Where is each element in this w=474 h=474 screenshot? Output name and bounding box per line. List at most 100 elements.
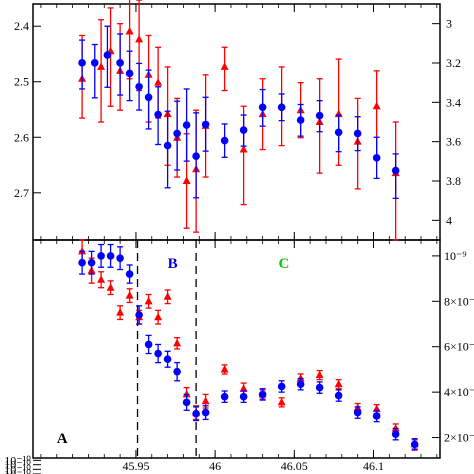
top-triangle-point [239,145,248,153]
top-left-tick-label: 2.6 [14,130,29,144]
bottom-triangle-point [106,283,115,291]
bottom-circle-point [353,408,362,417]
bottom-circle-point [391,430,400,438]
bottom-circle-point [220,392,229,401]
top-right-tick-label: 3.8 [446,174,461,188]
top-left-tick-label: 2.4 [14,19,29,33]
top-triangle-point [125,27,134,35]
top-left-tick-label: 2.5 [14,75,29,89]
x-tick-label: 45.95 [122,459,149,473]
top-circle-point [116,59,124,67]
top-circle-point [192,152,200,160]
top-circle-point [277,103,286,112]
bottom-triangle-point [391,423,400,432]
data-marks [78,0,419,451]
top-triangle-point [220,62,229,70]
x-tick-label: 46.1 [363,459,384,473]
top-circle-point [391,166,400,175]
bottom-circle-point [97,252,105,260]
bottom-circle-point [135,311,143,319]
top-right-tick-label: 3.4 [446,95,461,109]
bottom-triangle-point [154,312,163,321]
bottom-circle-point [78,258,86,267]
top-circle-point [258,103,267,112]
bottom-triangle-point [277,397,286,406]
bottom-triangle-point [315,370,324,379]
bottom-right-tick-label: 10⁻⁹ [444,249,467,263]
bottom-circle-point [258,390,267,399]
bottom-triangle-point [334,379,343,388]
top-circle-point [334,128,343,137]
bottom-circle-point [173,367,181,376]
bottom-circle-point [372,412,381,420]
top-circle-point [144,93,153,102]
top-left-tick-label: 2.7 [14,186,29,200]
bottom-panel-frame [32,239,441,459]
bottom-left-tick-label: 10⁻¹⁰ [4,467,31,474]
top-triangle-point [135,34,144,43]
top-circle-point [201,120,210,129]
top-circle-point [78,59,86,67]
top-circle-point [163,141,172,150]
top-circle-point [239,126,248,134]
region-label-b: B [168,256,178,272]
bottom-circle-point [154,349,162,358]
region-label-a: A [57,431,68,447]
bottom-circle-point [192,409,200,418]
panel-frames [32,3,441,459]
top-circle-point [315,111,324,120]
bottom-circle-point [106,252,115,260]
bottom-circle-point [87,258,96,267]
bottom-left-tick-label: 10⁻¹⁰ [4,458,31,472]
bottom-right-tick-label: 2×10⁻ [444,431,474,445]
bottom-right-tick-label: 4×10⁻ [444,385,474,399]
top-triangle-point [372,101,381,110]
top-right-tick-label: 3 [446,17,452,31]
bottom-left-tick-label: 10⁻¹⁰ [4,462,31,474]
x-tick-label: 46.05 [281,459,308,473]
bottom-triangle-point [220,364,229,373]
bottom-circle-point [334,391,343,400]
top-circle-point [135,82,143,91]
bottom-circle-point [125,270,134,278]
top-circle-point [372,154,381,162]
bottom-circle-point [163,355,172,364]
top-triangle-point [154,78,163,86]
bottom-triangle-point [125,291,134,299]
top-triangle-point [97,62,106,70]
bottom-circle-point [239,392,248,401]
bottom-left-tick-label: 10⁻¹⁰ [4,453,31,467]
top-circle-point [220,136,229,145]
x-tick-label: 46 [209,459,221,473]
top-triangle-point [182,176,191,184]
bottom-circle-point [296,380,305,388]
bottom-circle-point [144,340,153,349]
bottom-circle-point [116,254,124,262]
region-label-c: C [278,256,289,272]
bottom-triangle-point [173,338,182,347]
bottom-circle-point [201,408,210,417]
region-boundaries [136,240,197,458]
bottom-triangle-point [116,308,125,316]
axis-labels: 45.95 46 46.05 46.1 2.4 2.5 2.6 2.7 3 3.2 3.4 3.6 3.… [4,17,474,474]
top-right-tick-label: 3.2 [446,56,461,70]
bottom-triangle-point [201,396,210,405]
top-right-tick-label: 3.6 [446,135,461,149]
bottom-triangle-point [296,374,305,382]
top-circle-point [182,121,191,129]
top-circle-point [90,59,99,67]
bottom-right-tick-label: 8×10⁻ [444,294,474,308]
top-circle-point [296,116,305,124]
top-circle-point [125,69,134,78]
bottom-triangle-point [78,246,87,255]
bottom-right-tick-label: 6×10⁻ [444,340,474,354]
bottom-circle-point [315,383,324,392]
top-circle-point [353,129,362,138]
bottom-circle-point [277,382,286,391]
top-circle-point [103,51,112,59]
bottom-triangle-point [144,296,153,305]
bottom-triangle-point [239,384,248,392]
top-right-tick-label: 4 [446,213,452,227]
